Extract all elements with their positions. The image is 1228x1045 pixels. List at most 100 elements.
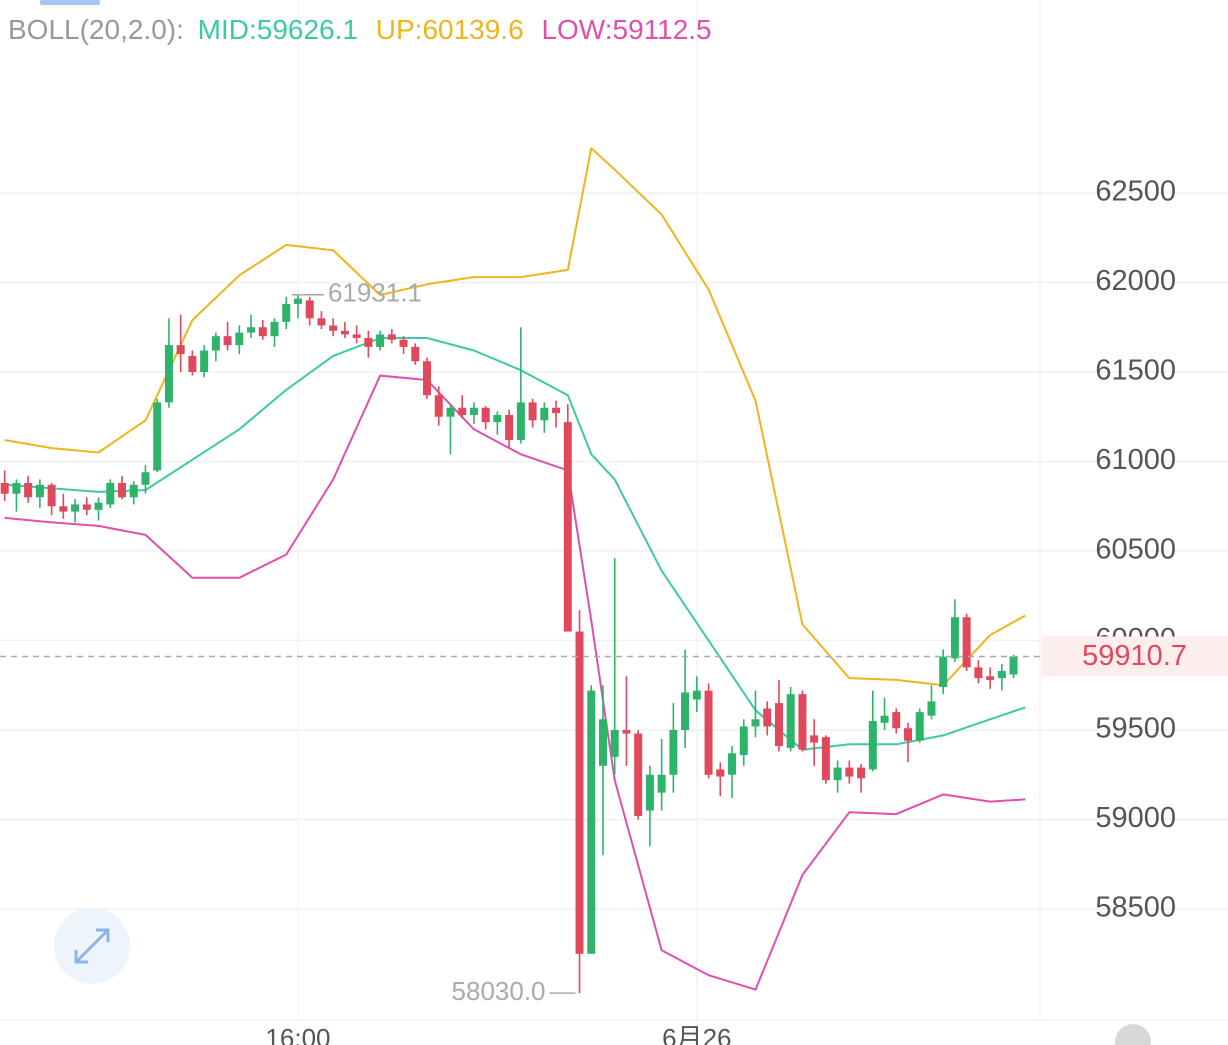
indicator-label: BOLL(20,2.0): (8, 14, 184, 45)
candle-body (552, 407, 561, 414)
candle-body (118, 482, 127, 498)
candle-body (1009, 656, 1018, 675)
legend-up: UP:60139.6 (376, 14, 524, 45)
labels: 5850059000595006000060500610006150062000… (0, 176, 1228, 1045)
candle-body (645, 774, 654, 811)
low-label: 58030.0 (452, 976, 546, 1006)
candle-body (986, 676, 995, 680)
candle-body (598, 719, 607, 766)
candle-body (657, 774, 666, 793)
candle-body (71, 504, 80, 512)
candle-body (0, 482, 9, 494)
candle-body (505, 414, 514, 441)
top-tab (40, 0, 100, 5)
candle-body (12, 482, 21, 494)
candle-body (329, 325, 338, 331)
candle-body (927, 701, 936, 716)
candle-body (434, 395, 443, 417)
last-price-label: 59910.7 (1082, 640, 1187, 672)
candle-body (270, 321, 279, 337)
candle-body (845, 767, 854, 777)
candle-body (164, 345, 173, 403)
candle-body (739, 726, 748, 756)
candle-body (857, 767, 866, 779)
candle-body (364, 337, 373, 347)
candle-body (997, 670, 1006, 679)
y-tick-label: 58500 (1095, 892, 1176, 924)
candle-body (751, 719, 760, 727)
candle-body (469, 407, 478, 415)
candle-body (293, 298, 302, 304)
candle-body (446, 407, 455, 417)
candle-body (282, 303, 291, 322)
candle-body (200, 350, 209, 372)
legend-low: LOW:59112.5 (541, 14, 711, 45)
y-tick-label: 59500 (1095, 713, 1176, 745)
candle-body (868, 721, 877, 770)
x-tick-label: 16:00 (265, 1023, 330, 1045)
y-tick-label: 59000 (1095, 802, 1176, 834)
candle-body (704, 690, 713, 775)
band-line (4, 337, 1026, 751)
candle-body (716, 769, 725, 777)
candle-body (423, 361, 432, 396)
candle-body (376, 334, 385, 347)
candle-body (974, 667, 983, 679)
candle-body (340, 330, 349, 335)
candle-body (24, 482, 33, 498)
candle-body (528, 402, 537, 421)
candle-body (387, 334, 396, 340)
candle-body (950, 617, 959, 659)
candle-body (82, 504, 91, 510)
y-tick-label: 61000 (1095, 444, 1176, 476)
candle-body (575, 631, 584, 954)
y-tick-label: 61500 (1095, 355, 1176, 387)
candle-body (786, 694, 795, 748)
candle-body (810, 735, 819, 743)
candle-body (211, 336, 220, 351)
candle-body (141, 472, 150, 485)
bands (4, 147, 1026, 991)
candle-body (59, 506, 68, 512)
candle-body (176, 345, 185, 355)
candle-body (458, 407, 467, 415)
candle-body (880, 715, 889, 723)
candle-body (258, 327, 267, 337)
high-label: 61931.1 (328, 278, 422, 308)
candle-body (106, 482, 115, 505)
candle-body (129, 484, 138, 498)
expand-button[interactable] (54, 908, 130, 984)
candle-body (939, 656, 948, 688)
candle-body (563, 422, 572, 632)
candle-body (540, 407, 549, 421)
candle-body (399, 339, 408, 347)
candle-body (247, 327, 256, 333)
x-tick-label: 6月26 (662, 1023, 731, 1045)
band-line (4, 147, 1026, 687)
candle-body (493, 414, 502, 423)
candle-body (763, 708, 772, 727)
candle-body (35, 484, 44, 498)
candle-body (305, 300, 314, 319)
candle-body (516, 402, 525, 441)
candle-body (153, 402, 162, 471)
candle-body (669, 730, 678, 775)
candle-body (692, 690, 701, 700)
candle-body (47, 484, 56, 507)
candle-body (622, 730, 631, 734)
candle-body (634, 733, 643, 816)
candle-body (610, 730, 619, 757)
candle-body (188, 355, 197, 372)
candle-body (681, 692, 690, 731)
y-tick-label: 62000 (1095, 265, 1176, 297)
candle-body (317, 318, 326, 326)
header: BOLL(20,2.0): MID:59626.1 UP:60139.6 LOW… (8, 14, 712, 45)
candle-body (962, 617, 971, 668)
candle-body (235, 332, 244, 346)
candle-body (833, 767, 842, 781)
candle-body (915, 712, 924, 741)
settings-button[interactable] (1115, 1024, 1151, 1045)
candle-body (892, 712, 901, 729)
